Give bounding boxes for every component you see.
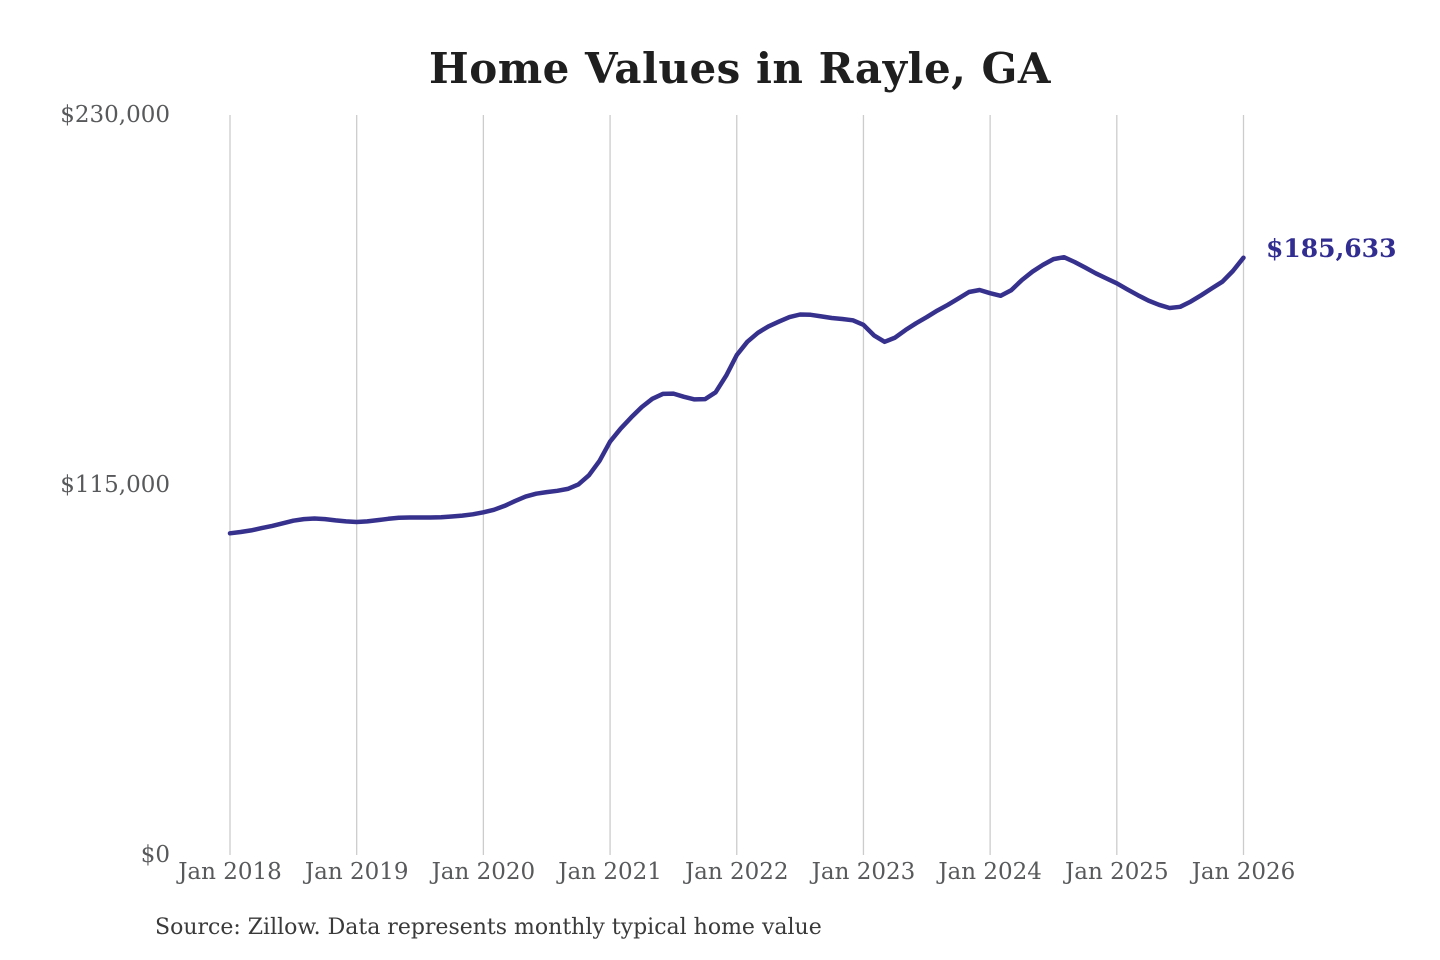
x-axis-tick-label: Jan 2024 [938,859,1042,885]
y-axis-tick-label: $115,000 [60,472,170,498]
x-axis-tick-label: Jan 2026 [1191,859,1296,885]
x-axis-tick-label: Jan 2025 [1065,859,1169,885]
x-axis-tick-label: Jan 2019 [304,859,409,885]
y-axis-tick-label: $0 [140,842,170,868]
x-axis-tick-label: Jan 2020 [431,859,536,885]
x-axis-tick-label: Jan 2018 [178,859,282,885]
home-value-line [227,254,1246,536]
year-gridlines [229,115,1245,855]
x-axis-tick-label: Jan 2023 [811,859,916,885]
source-note: Source: Zillow. Data represents monthly … [155,915,822,940]
x-axis-tick-label: Jan 2022 [684,859,789,885]
y-axis-tick-label: $230,000 [60,102,170,128]
x-axis-tick-label: Jan 2021 [558,859,662,885]
chart-title: Home Values in Rayle, GA [429,44,1051,93]
last-value-annotation: $185,633 [1266,234,1397,263]
